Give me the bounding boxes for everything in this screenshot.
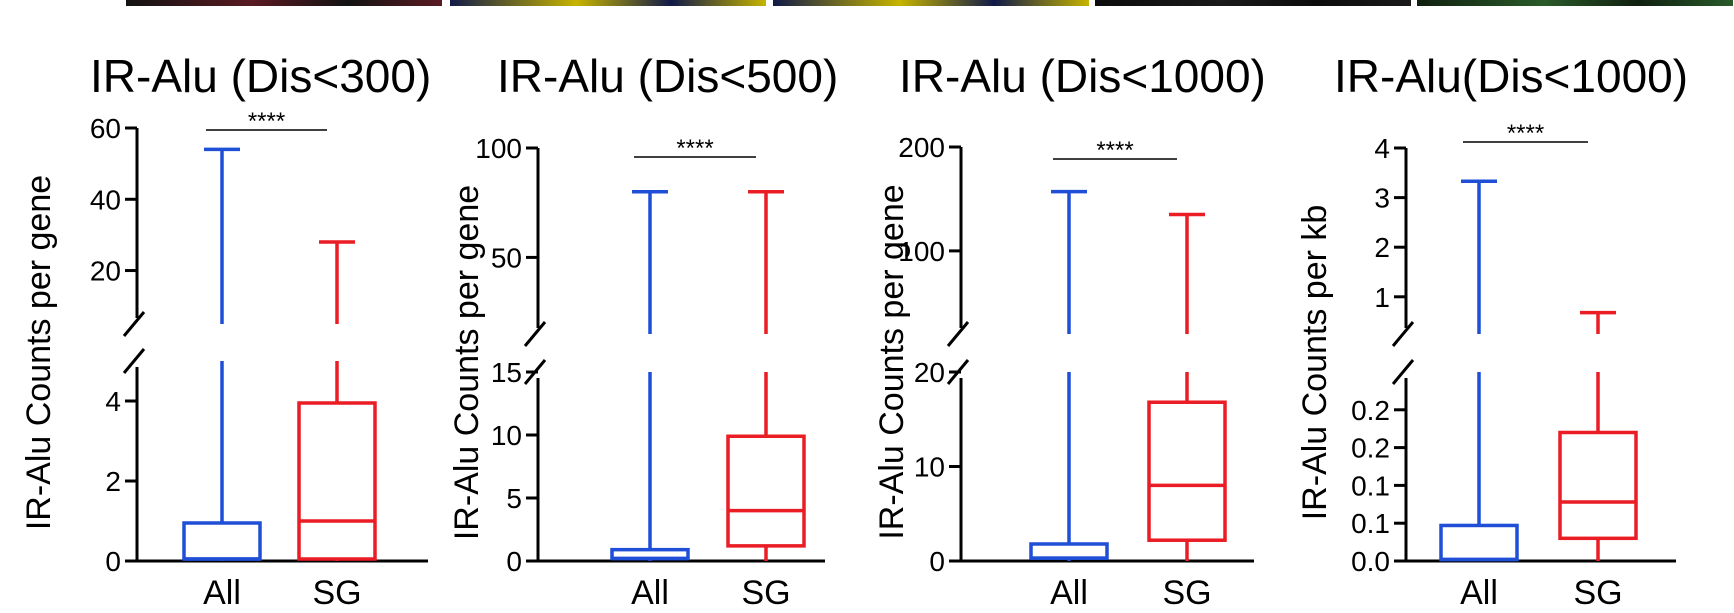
box [1439, 523, 1519, 562]
box [182, 521, 262, 561]
chart-title: IR-Alu(Dis<1000) [1334, 50, 1688, 102]
image-strip-tile [126, 0, 442, 6]
y-tick-label: 15 [491, 357, 522, 388]
y-tick-label: 0 [506, 546, 522, 577]
y-tick-label: 100 [475, 133, 522, 164]
box [1558, 430, 1638, 541]
axis-break-mark [1391, 359, 1415, 385]
image-strip-tile [1095, 0, 1411, 6]
y-tick-label: 50 [491, 242, 522, 273]
significance-label: **** [676, 135, 713, 162]
axis-break-mark [122, 348, 146, 374]
y-tick-label: 4 [105, 386, 121, 417]
y-tick-label: 10 [914, 452, 945, 483]
y-tick-label: 4 [1374, 133, 1390, 164]
y-tick-label: 0.1 [1351, 470, 1390, 501]
y-tick-label: 100 [898, 236, 945, 267]
x-tick-label: All [203, 574, 241, 612]
x-tick-label: All [631, 574, 669, 612]
x-tick-label: All [1050, 574, 1088, 612]
box [1147, 400, 1227, 542]
x-tick-label: SG [1162, 574, 1211, 612]
chart-title: IR-Alu (Dis<300) [90, 50, 431, 102]
y-tick-label: 40 [90, 184, 121, 215]
y-tick-label: 2 [1374, 232, 1390, 263]
axis-break-mark [523, 321, 547, 347]
image-strip-tile [1417, 0, 1733, 6]
box [726, 434, 806, 548]
x-tick-label: All [1460, 574, 1498, 612]
y-tick-label: 1 [1374, 282, 1390, 313]
significance-label: **** [248, 108, 285, 135]
x-tick-label: SG [1573, 574, 1622, 612]
y-tick-label: 10 [491, 420, 522, 451]
box [297, 401, 377, 561]
axis-break-mark [946, 321, 970, 347]
significance-label: **** [1507, 120, 1544, 147]
y-tick-label: 20 [914, 357, 945, 388]
y-axis-label: IR-Alu Counts per kb [1296, 205, 1334, 521]
y-tick-label: 200 [898, 132, 945, 163]
y-tick-label: 20 [90, 256, 121, 287]
box [1029, 542, 1109, 560]
y-tick-label: 60 [90, 113, 121, 144]
y-tick-label: 0.1 [1351, 508, 1390, 539]
significance-label: **** [1096, 137, 1133, 164]
y-axis-label: IR-Alu Counts per gene [448, 185, 486, 540]
x-tick-label: SG [312, 574, 361, 612]
chart-title: IR-Alu (Dis<500) [497, 50, 838, 102]
y-axis-label: IR-Alu Counts per gene [873, 184, 911, 539]
y-tick-label: 5 [506, 483, 522, 514]
image-strip-tile [450, 0, 766, 6]
y-tick-label: 0.0 [1351, 546, 1390, 577]
y-tick-label: 0 [929, 546, 945, 577]
y-axis-label: IR-Alu Counts per gene [20, 175, 58, 530]
y-tick-label: 2 [105, 466, 121, 497]
y-tick-label: 3 [1374, 183, 1390, 214]
image-strip-tile [773, 0, 1089, 6]
y-tick-label: 0.2 [1351, 433, 1390, 464]
axis-break-mark [1391, 321, 1415, 347]
axis-break-mark [122, 311, 146, 337]
y-tick-label: 0.2 [1351, 395, 1390, 426]
chart-title: IR-Alu (Dis<1000) [899, 50, 1266, 102]
image-strip [0, 0, 1734, 6]
y-tick-label: 0 [105, 546, 121, 577]
x-tick-label: SG [741, 574, 790, 612]
